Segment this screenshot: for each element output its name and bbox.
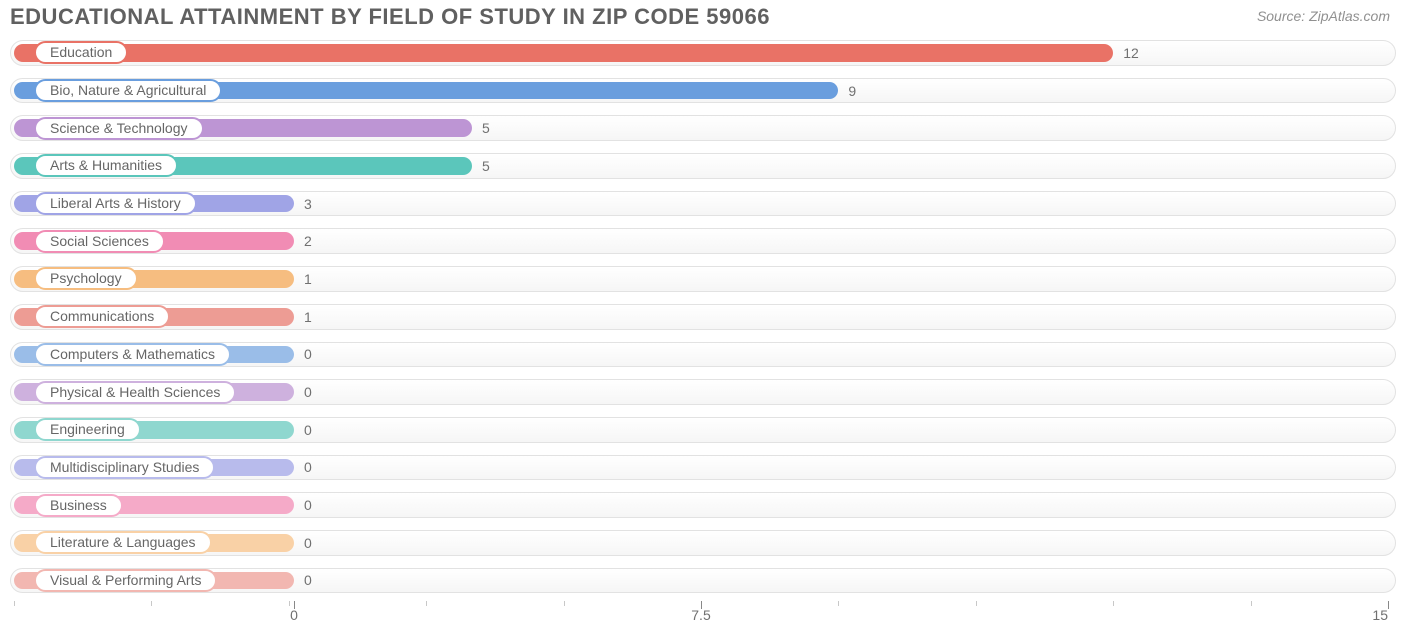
category-pill: Education xyxy=(34,41,128,64)
category-pill: Multidisciplinary Studies xyxy=(34,456,215,479)
x-tick-label: 7.5 xyxy=(691,607,710,623)
bar-value: 0 xyxy=(304,422,312,438)
bar-row: Psychology 1 xyxy=(10,260,1396,298)
category-pill: Literature & Languages xyxy=(34,531,212,554)
bar-value: 1 xyxy=(304,271,312,287)
bar-value: 0 xyxy=(304,497,312,513)
bar-row: Visual & Performing Arts 0 xyxy=(10,562,1396,600)
bar-row: Physical & Health Sciences 0 xyxy=(10,373,1396,411)
category-pill: Visual & Performing Arts xyxy=(34,569,217,592)
bar-value: 2 xyxy=(304,233,312,249)
x-tick-minor xyxy=(14,601,15,606)
bar-row: Education 12 xyxy=(10,34,1396,72)
category-pill: Communications xyxy=(34,305,170,328)
bar-value: 3 xyxy=(304,196,312,212)
bar-value: 0 xyxy=(304,384,312,400)
x-tick-minor xyxy=(289,601,290,606)
bar-row: Science & Technology 5 xyxy=(10,109,1396,147)
bar-row: Engineering 0 xyxy=(10,411,1396,449)
category-pill: Social Sciences xyxy=(34,230,165,253)
x-tick-minor xyxy=(976,601,977,606)
x-tick-minor xyxy=(426,601,427,606)
bar-value: 12 xyxy=(1123,45,1139,61)
bar-value: 9 xyxy=(848,83,856,99)
x-tick-minor xyxy=(151,601,152,606)
category-pill: Science & Technology xyxy=(34,117,204,140)
bar-row: Social Sciences 2 xyxy=(10,222,1396,260)
category-pill: Business xyxy=(34,494,123,517)
x-tick-minor xyxy=(838,601,839,606)
category-pill: Bio, Nature & Agricultural xyxy=(34,79,222,102)
chart-container: EDUCATIONAL ATTAINMENT BY FIELD OF STUDY… xyxy=(10,0,1396,631)
category-pill: Liberal Arts & History xyxy=(34,192,197,215)
bar-row: Bio, Nature & Agricultural 9 xyxy=(10,72,1396,110)
bar-row: Computers & Mathematics 0 xyxy=(10,336,1396,374)
x-axis: 0 7.5 15 xyxy=(10,601,1396,625)
chart-title: EDUCATIONAL ATTAINMENT BY FIELD OF STUDY… xyxy=(10,4,770,30)
bar-row: Multidisciplinary Studies 0 xyxy=(10,449,1396,487)
category-pill: Computers & Mathematics xyxy=(34,343,231,366)
bar-value: 0 xyxy=(304,459,312,475)
bar-value: 0 xyxy=(304,535,312,551)
bar-value: 0 xyxy=(304,346,312,362)
category-pill: Psychology xyxy=(34,267,138,290)
x-tick-minor xyxy=(564,601,565,606)
bar-row: Arts & Humanities 5 xyxy=(10,147,1396,185)
x-tick-label: 15 xyxy=(1372,607,1388,623)
bar-value: 0 xyxy=(304,572,312,588)
x-tick-label: 0 xyxy=(290,607,298,623)
x-tick-minor xyxy=(1113,601,1114,606)
bar-value: 1 xyxy=(304,309,312,325)
bar-value: 5 xyxy=(482,120,490,136)
category-pill: Arts & Humanities xyxy=(34,154,178,177)
source-attribution: Source: ZipAtlas.com xyxy=(1257,8,1390,24)
bar-value: 5 xyxy=(482,158,490,174)
x-tick-minor xyxy=(1251,601,1252,606)
category-pill: Engineering xyxy=(34,418,141,441)
bar-row: Liberal Arts & History 3 xyxy=(10,185,1396,223)
bar xyxy=(14,44,1113,62)
category-pill: Physical & Health Sciences xyxy=(34,381,236,404)
bar-row: Literature & Languages 0 xyxy=(10,524,1396,562)
bar-row: Communications 1 xyxy=(10,298,1396,336)
plot-area: Education12Bio, Nature & Agricultural9Sc… xyxy=(10,34,1396,601)
bar-row: Business 0 xyxy=(10,486,1396,524)
